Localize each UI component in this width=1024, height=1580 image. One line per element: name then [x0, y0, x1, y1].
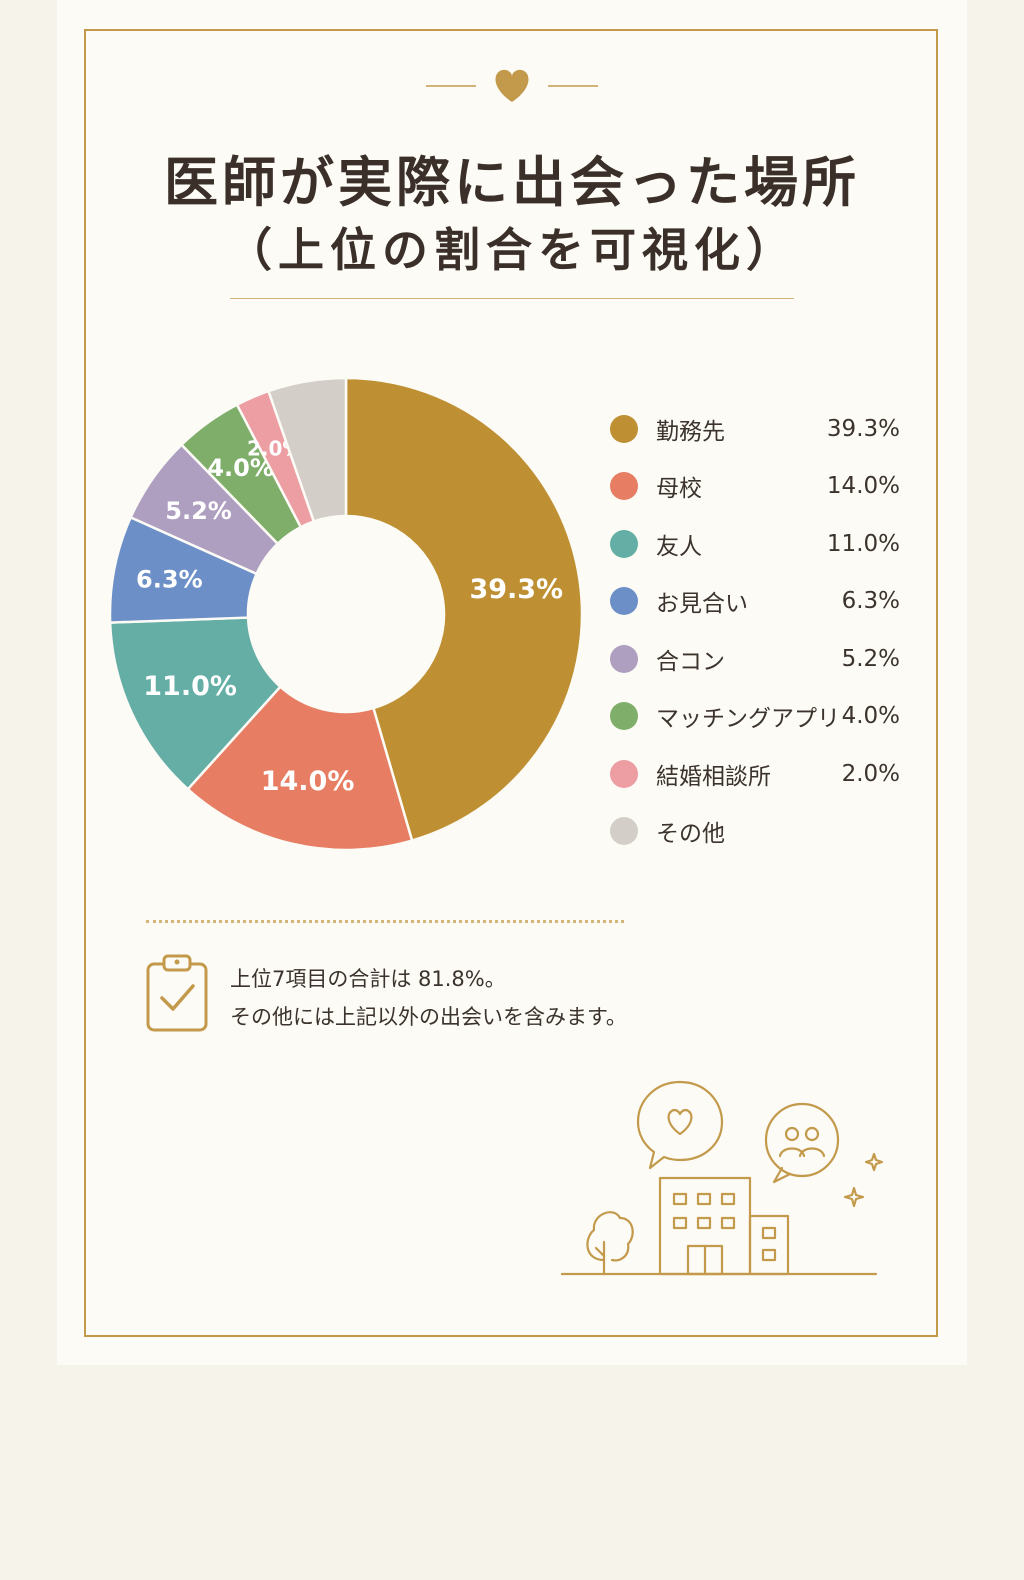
title-divider — [230, 298, 794, 299]
speech-heart-icon — [636, 1080, 724, 1170]
legend-swatch — [610, 587, 638, 616]
donut-chart: 39.3%14.0%11.0%6.3%5.2%4.0%2.0% — [108, 376, 584, 852]
legend-value: 11.0% — [826, 530, 900, 557]
legend-label: 友人 — [656, 533, 702, 560]
chart-subtitle: （上位の割合を可視化） — [226, 223, 798, 277]
legend-label: 結婚相談所 — [656, 763, 771, 790]
legend-label: 母校 — [656, 476, 702, 503]
legend-swatch — [610, 414, 638, 443]
slice-label-2: 11.0% — [143, 671, 237, 702]
slice-2 — [108, 616, 283, 791]
heart-icon — [426, 69, 598, 102]
legend-label: お見合い — [656, 591, 748, 618]
legend-label: マッチングアプリ — [656, 706, 840, 733]
legend-swatch — [610, 759, 638, 788]
legend-item-3: お見合い 6.3% — [608, 573, 908, 631]
slice-0 — [344, 376, 584, 843]
legend-swatch — [610, 702, 638, 731]
legend-value: 6.3% — [841, 588, 900, 615]
slice-label-1: 14.0% — [261, 766, 355, 797]
card-frame — [84, 29, 938, 1337]
legend-label: その他 — [656, 821, 725, 848]
legend-value: 14.0% — [826, 473, 900, 500]
legend-value: 5.2% — [841, 645, 900, 672]
legend-label: 勤務先 — [656, 418, 725, 445]
legend-item-4: 合コン 5.2% — [608, 630, 908, 688]
chart-title: 医師が実際に出会った場所 — [164, 150, 860, 214]
legend-value: 4.0% — [841, 703, 900, 730]
dotted-divider — [146, 920, 624, 923]
building-icon — [658, 1176, 790, 1276]
legend-label: 合コン — [656, 648, 725, 675]
legend-item-0: 勤務先 39.3% — [608, 400, 908, 458]
legend-swatch — [610, 529, 638, 558]
legend-value: 2.0% — [841, 760, 900, 787]
slice-label-4: 5.2% — [165, 497, 232, 525]
slice-label-3: 6.3% — [136, 566, 203, 594]
slice-label-5: 4.0% — [207, 454, 274, 482]
illustration — [560, 1080, 884, 1276]
clipboard-check-icon — [146, 954, 208, 1032]
legend-value: 39.3% — [826, 415, 900, 442]
legend-swatch — [610, 472, 638, 501]
footnote-line-2: その他には上記以外の出会いを含みます。 — [230, 1005, 627, 1029]
sparkle-icon — [843, 1152, 884, 1208]
legend-item-5: マッチングアプリ 4.0% — [608, 688, 908, 746]
legend-item-7: その他 — [608, 803, 908, 861]
speech-people-icon — [764, 1102, 840, 1184]
tree-icon — [586, 1211, 634, 1276]
footnote: 上位7項目の合計は 81.8%。 その他には上記以外の出会いを含みます。 — [230, 960, 627, 1036]
legend-swatch — [610, 644, 638, 673]
slice-7 — [266, 376, 348, 524]
legend-item-6: 結婚相談所 2.0% — [608, 745, 908, 803]
legend-item-2: 友人 11.0% — [608, 515, 908, 573]
legend-swatch — [610, 817, 638, 846]
legend-item-1: 母校 14.0% — [608, 458, 908, 516]
slice-label-0: 39.3% — [469, 574, 563, 605]
footnote-line-1: 上位7項目の合計は 81.8%。 — [230, 967, 506, 991]
chart-legend: 勤務先 39.3% 母校 14.0% 友人 11.0% お見合い 6.3% 合コン 5.2% マッチ… — [608, 400, 908, 860]
